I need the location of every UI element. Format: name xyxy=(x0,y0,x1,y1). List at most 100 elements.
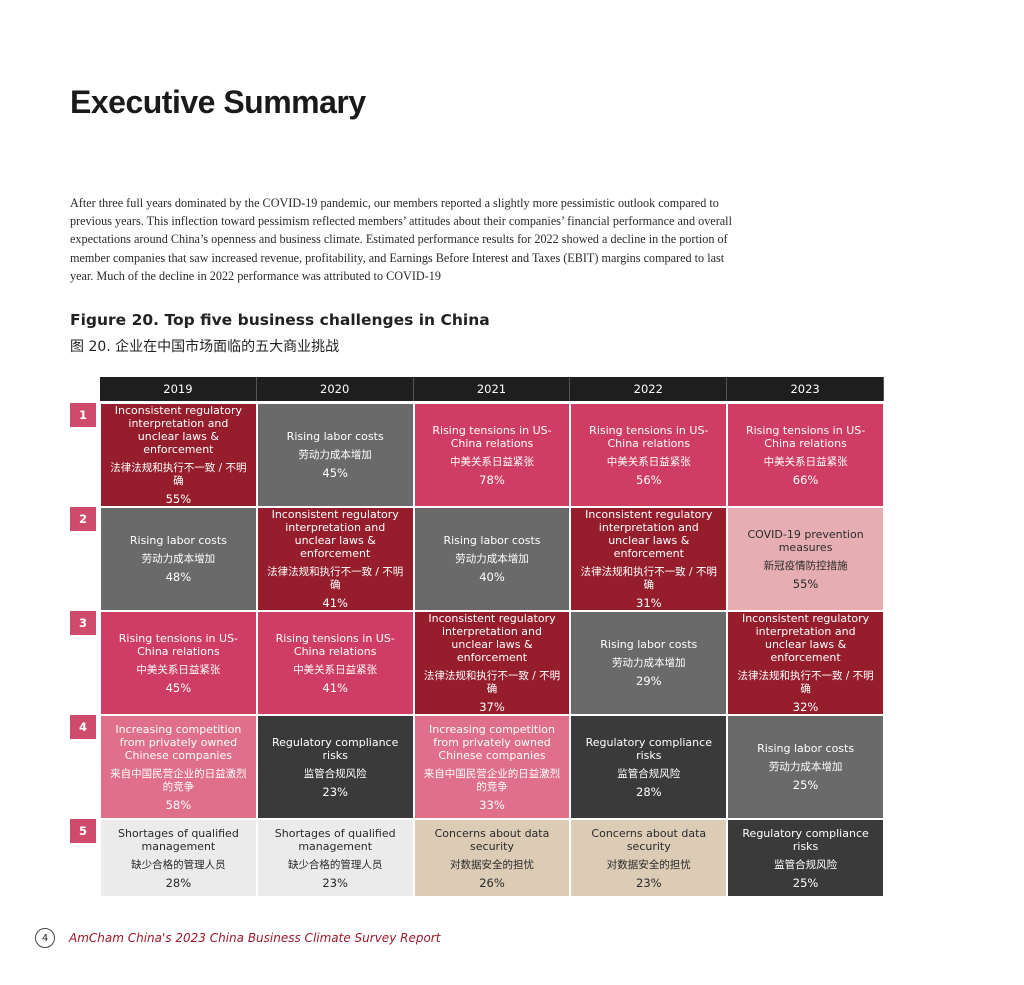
challenge-name-en: COVID-19 prevention measures xyxy=(747,527,864,554)
challenge-name-en: Shortages of qualified management xyxy=(274,826,396,853)
challenge-name-en: Increasing competition from privately ow… xyxy=(115,722,242,762)
challenge-percent: 23% xyxy=(322,875,348,890)
rank-badge: 3 xyxy=(70,611,96,635)
year-header: 2022 xyxy=(570,377,728,401)
challenge-name-zh: 劳动力成本增加 xyxy=(141,553,216,565)
challenge-name-zh: 法律法规和执行不一致 / 不明确 xyxy=(737,670,874,695)
year-header: 2020 xyxy=(256,377,414,401)
challenge-percent: 78% xyxy=(479,472,505,487)
challenge-name-zh: 来自中国民营企业的日益激烈的竞争 xyxy=(423,767,561,793)
challenge-name-en: Rising labor costs xyxy=(129,534,227,547)
challenge-name-en: Increasing competition from privately ow… xyxy=(429,722,555,762)
challenge-percent: 33% xyxy=(479,797,505,812)
figure-title-en: Figure 20. Top five business challenges … xyxy=(70,311,490,329)
rank-badge: 1 xyxy=(70,403,96,427)
challenge-cell: Inconsistent regulatory interpretation a… xyxy=(100,403,257,507)
challenge-name-en: Inconsistent regulatory interpretation a… xyxy=(585,508,713,560)
challenge-name-zh: 对数据安全的担忧 xyxy=(606,858,691,871)
challenge-cell: Inconsistent regulatory interpretation a… xyxy=(413,611,571,715)
challenge-percent: 25% xyxy=(792,778,819,792)
challenge-percent: 55% xyxy=(165,492,192,506)
challenge-cell: Inconsistent regulatory interpretation a… xyxy=(727,611,884,715)
challenge-percent: 55% xyxy=(792,576,819,591)
year-header: 2019 xyxy=(100,377,257,401)
challenge-name-zh: 监管合规风险 xyxy=(617,767,681,780)
challenge-percent: 28% xyxy=(636,784,662,799)
rank-badge: 2 xyxy=(70,507,96,531)
challenge-name-zh: 新冠疫情防控措施 xyxy=(763,559,848,572)
challenge-percent: 66% xyxy=(792,472,819,487)
challenge-cell: Rising labor costs 劳动力成本增加 48% xyxy=(100,507,257,611)
rank-badge: 4 xyxy=(70,715,96,739)
challenge-percent: 45% xyxy=(165,680,192,695)
challenge-cell: Increasing competition from privately ow… xyxy=(413,715,571,819)
challenge-name-zh: 劳动力成本增加 xyxy=(612,657,686,669)
challenge-name-zh: 监管合规风险 xyxy=(774,858,838,871)
challenge-name-zh: 中美关系日益紧张 xyxy=(763,455,848,468)
challenge-name-zh: 中美关系日益紧张 xyxy=(606,455,691,468)
challenge-name-en: Inconsistent regulatory interpretation a… xyxy=(428,612,556,664)
figure-title-zh: 图 20. 企业在中国市场面临的五大商业挑战 xyxy=(70,339,340,355)
challenge-name-zh: 中美关系日益紧张 xyxy=(449,455,534,468)
challenge-name-en: Rising labor costs xyxy=(443,534,541,547)
page-number: 4 xyxy=(35,928,55,948)
challenge-name-zh: 中美关系日益紧张 xyxy=(293,663,378,676)
challenge-cell: Shortages of qualified management 缺少合格的管理… xyxy=(256,819,414,897)
challenge-percent: 28% xyxy=(165,875,192,890)
challenge-cell: Rising tensions in US-China relations 中美关… xyxy=(413,403,571,507)
challenge-cell: Inconsistent regulatory interpretation a… xyxy=(570,507,728,611)
challenge-name-zh: 监管合规风险 xyxy=(303,767,367,780)
challenge-name-zh: 中美关系日益紧张 xyxy=(136,663,221,676)
challenge-cell: Regulatory compliance risks 监管合规风险 25% xyxy=(727,819,884,897)
challenge-cell: Concerns about data security 对数据安全的担忧 23% xyxy=(570,819,728,897)
challenge-percent: 26% xyxy=(479,875,505,890)
page-footer: 4 AmCham China's 2023 China Business Cli… xyxy=(35,928,440,948)
challenge-name-zh: 法律法规和执行不一致 / 不明确 xyxy=(267,566,404,591)
challenge-name-en: Rising tensions in US-China relations xyxy=(118,631,239,658)
challenge-percent: 56% xyxy=(636,472,662,487)
challenge-name-zh: 缺少合格的管理人员 xyxy=(131,858,226,871)
challenge-percent: 41% xyxy=(322,596,348,610)
challenge-name-en: Rising labor costs xyxy=(286,430,384,443)
challenge-percent: 41% xyxy=(322,680,348,695)
challenge-name-en: Inconsistent regulatory interpretation a… xyxy=(741,612,870,664)
challenge-percent: 45% xyxy=(322,466,348,480)
challenge-cell: Regulatory compliance risks 监管合规风险 23% xyxy=(256,715,414,819)
challenge-name-zh: 缺少合格的管理人员 xyxy=(287,858,383,871)
challenge-cell: Rising labor costs 劳动力成本增加 25% xyxy=(727,715,884,819)
challenge-cell: Rising tensions in US-China relations 中美关… xyxy=(100,611,257,715)
intro-paragraph: After three full years dominated by the … xyxy=(70,196,732,283)
challenge-cell: Rising tensions in US-China relations 中美关… xyxy=(727,403,884,507)
challenge-name-en: Rising tensions in US-China relations xyxy=(275,631,395,658)
challenge-name-zh: 法律法规和执行不一致 / 不明确 xyxy=(110,462,247,487)
challenge-name-en: Rising tensions in US-China relations xyxy=(745,423,866,450)
challenge-cell: Rising tensions in US-China relations 中美关… xyxy=(256,611,414,715)
year-header: 2023 xyxy=(727,377,884,401)
challenge-name-zh: 劳动力成本增加 xyxy=(768,761,843,773)
challenge-cell: COVID-19 prevention measures 新冠疫情防控措施 55% xyxy=(727,507,884,611)
year-header: 2021 xyxy=(413,377,571,401)
challenge-cell: Rising labor costs 劳动力成本增加 29% xyxy=(570,611,728,715)
challenge-cell: Inconsistent regulatory interpretation a… xyxy=(256,507,414,611)
challenge-percent: 25% xyxy=(792,875,819,890)
challenge-cell: Rising labor costs 劳动力成本增加 40% xyxy=(413,507,571,611)
challenge-name-zh: 法律法规和执行不一致 / 不明确 xyxy=(423,670,561,695)
challenge-percent: 40% xyxy=(479,570,505,584)
challenge-name-zh: 来自中国民营企业的日益激烈的竞争 xyxy=(110,767,247,793)
challenge-percent: 37% xyxy=(479,700,505,714)
challenge-name-en: Concerns about data security xyxy=(591,826,707,853)
challenge-name-en: Inconsistent regulatory interpretation a… xyxy=(114,404,243,456)
challenge-name-zh: 劳动力成本增加 xyxy=(455,553,529,565)
challenge-cell: Rising labor costs 劳动力成本增加 45% xyxy=(256,403,414,507)
challenge-percent: 29% xyxy=(636,674,662,688)
rank-badge: 5 xyxy=(70,819,96,843)
challenge-name-en: Regulatory compliance risks xyxy=(585,735,712,762)
challenge-name-en: Rising tensions in US-China relations xyxy=(432,423,552,450)
page-title: Executive Summary xyxy=(70,84,366,120)
challenge-cell: Regulatory compliance risks 监管合规风险 28% xyxy=(570,715,728,819)
challenge-name-en: Rising tensions in US-China relations xyxy=(589,423,709,450)
challenge-cell: Shortages of qualified management 缺少合格的管理… xyxy=(100,819,257,897)
challenge-name-en: Regulatory compliance risks xyxy=(742,826,869,853)
challenge-cell: Concerns about data security 对数据安全的担忧 26% xyxy=(413,819,571,897)
challenge-percent: 31% xyxy=(636,596,662,610)
